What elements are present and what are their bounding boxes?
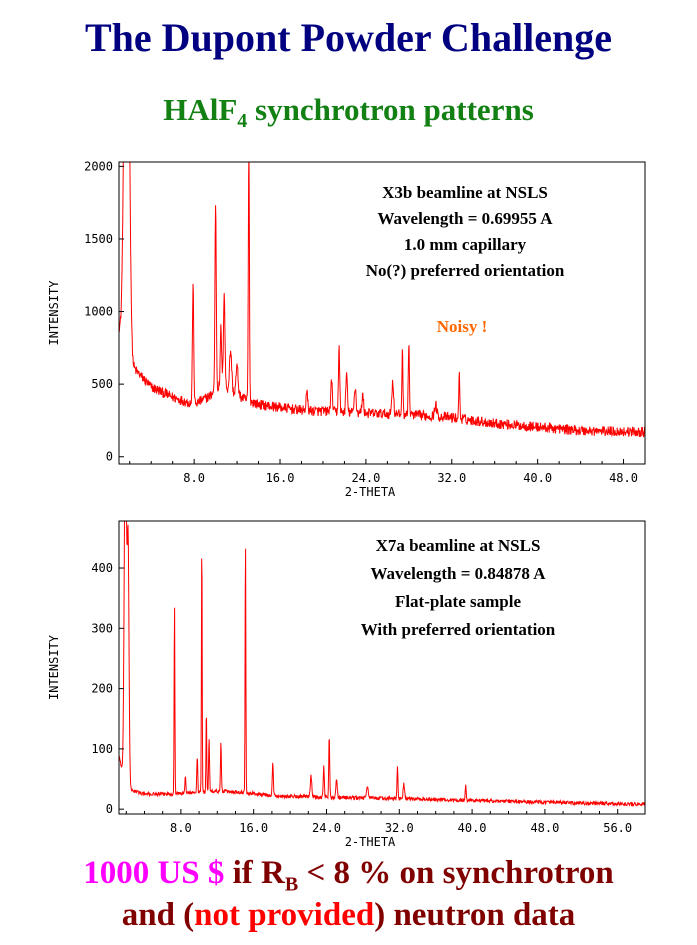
plot-frame [118,520,646,815]
y-axis-label: INTENSITY [47,280,61,346]
footer-condition-rest: < 8 % on synchrotron [298,855,614,891]
x-tick-label: 40.0 [458,821,487,835]
y-axis-label: INTENSITY [47,634,61,700]
chart-annotation: X3b beamline at NSLS [382,183,548,202]
noise-note: Noisy ! [437,317,488,336]
y-tick-label: 400 [91,561,113,575]
page-subtitle: HAlF4 synchrotron patterns [0,92,697,133]
y-tick-label: 2000 [84,159,113,173]
y-tick-label: 500 [91,377,113,391]
x-axis-label: 2-THETA [345,485,396,499]
y-tick-label: 1000 [84,305,113,319]
subtitle-rest: synchrotron patterns [247,92,534,127]
footer-line-2: and (not provided) neutron data [0,897,697,934]
x-tick-label: 48.0 [530,821,559,835]
x-tick-label: 16.0 [266,471,295,485]
diffraction-trace [119,162,645,438]
x-tick-label: 40.0 [523,471,552,485]
x-tick-label: 48.0 [609,471,638,485]
footer-line2-post: ) neutron data [374,897,576,933]
y-tick-label: 200 [91,682,113,696]
x-axis-label: 2-THETA [345,835,396,849]
y-tick-label: 100 [91,742,113,756]
prize-amount: 1000 US $ [83,855,225,891]
page-title: The Dupont Powder Challenge [84,15,613,60]
y-tick-label: 300 [91,621,113,635]
x-tick-label: 32.0 [437,471,466,485]
x-tick-label: 16.0 [239,821,268,835]
x-tick-label: 8.0 [170,821,192,835]
x-tick-label: 24.0 [312,821,341,835]
footer-line2-pre: and ( [121,897,195,933]
footer-condition-subscript: B [284,873,299,896]
chart-annotation: No(?) preferred orientation [366,261,565,280]
y-tick-label: 0 [106,450,113,464]
footer-line-1: 1000 US $ if RB < 8 % on synchrotron [0,855,697,897]
chart-annotation: With preferred orientation [361,620,556,639]
plot-frame [118,161,646,465]
chart-annotation: Flat-plate sample [395,592,522,611]
x-tick-label: 24.0 [351,471,380,485]
footer-condition: if R [224,855,285,891]
not-provided-text: not provided [194,897,375,933]
subtitle-formula-subscript: 4 [237,110,248,133]
subtitle-formula: HAlF [163,92,238,127]
chart-annotation: Wavelength = 0.84878 A [371,564,547,583]
x-tick-label: 56.0 [603,821,632,835]
y-tick-label: 0 [106,802,113,816]
chart-annotation: X7a beamline at NSLS [376,536,541,555]
diffraction-trace [119,521,645,808]
x-tick-label: 32.0 [385,821,414,835]
chart-annotation: 1.0 mm capillary [404,235,527,254]
chart-x3b: 8.0 16.0 24.0 32.0 40.0 48.0 2000 1500 1000 500 0 2… [47,159,646,499]
y-tick-label: 1500 [84,232,113,246]
x-tick-label: 8.0 [183,471,205,485]
chart-x7a: 8.0 16.0 24.0 32.0 40.0 48.0 56.0 400 300 200 100 0… [47,520,646,849]
chart-annotation: Wavelength = 0.69955 A [378,209,554,228]
